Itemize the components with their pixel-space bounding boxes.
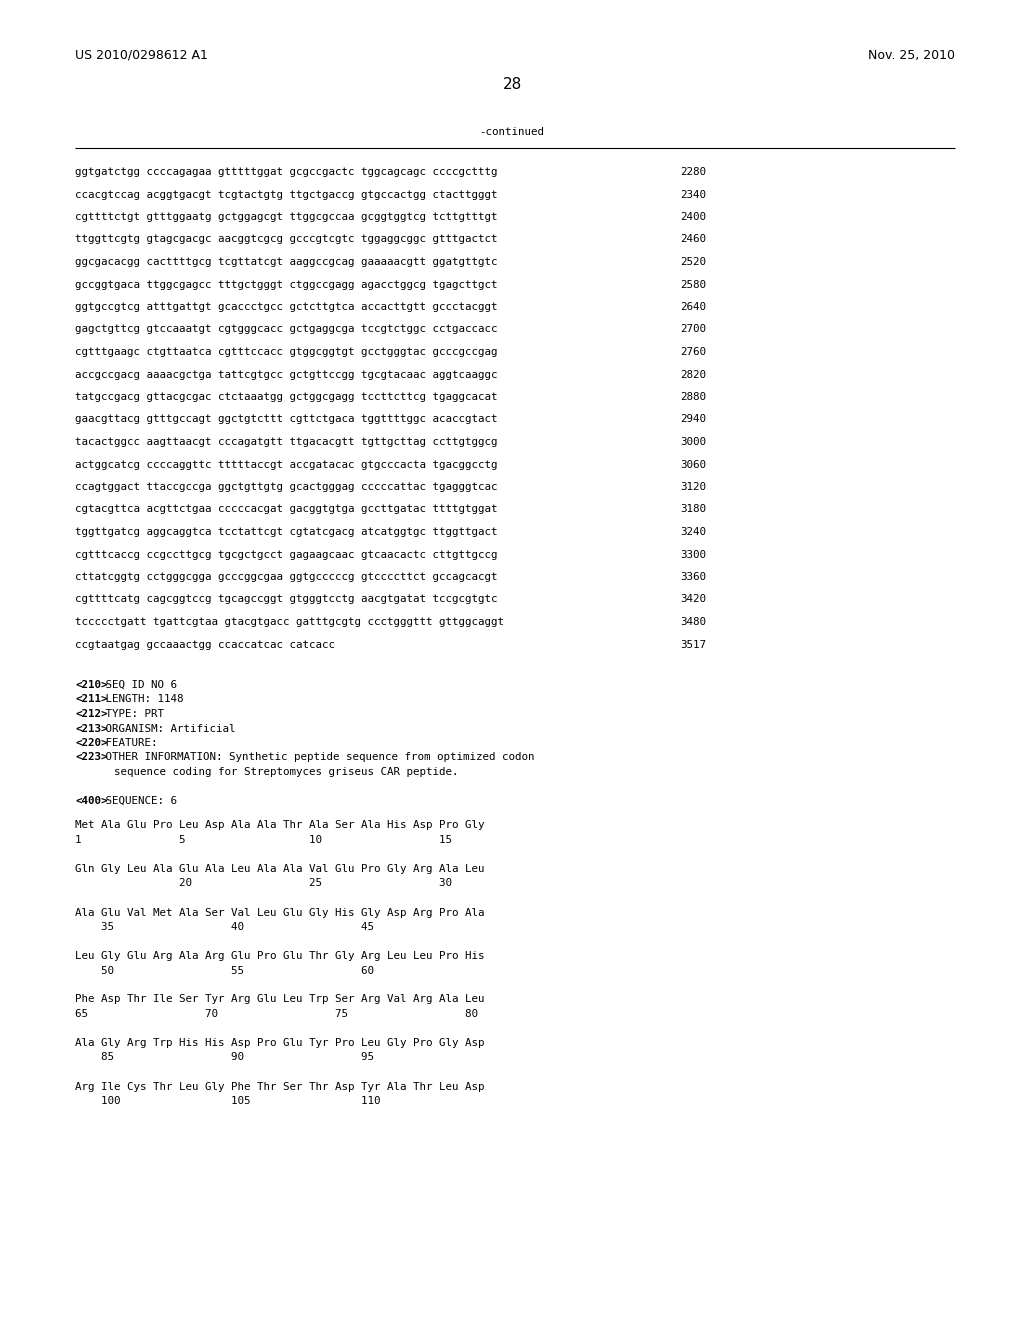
- Text: 2700: 2700: [680, 325, 706, 334]
- Text: OTHER INFORMATION: Synthetic peptide sequence from optimized codon: OTHER INFORMATION: Synthetic peptide seq…: [98, 752, 535, 763]
- Text: Ala Gly Arg Trp His His Asp Pro Glu Tyr Pro Leu Gly Pro Gly Asp: Ala Gly Arg Trp His His Asp Pro Glu Tyr …: [75, 1038, 484, 1048]
- Text: cgttttcatg cagcggtccg tgcagccggt gtgggtcctg aacgtgatat tccgcgtgtc: cgttttcatg cagcggtccg tgcagccggt gtgggtc…: [75, 594, 498, 605]
- Text: <400>: <400>: [75, 796, 108, 807]
- Text: 2940: 2940: [680, 414, 706, 425]
- Text: 65                  70                  75                  80: 65 70 75 80: [75, 1008, 478, 1019]
- Text: cgtacgttca acgttctgaa cccccacgat gacggtgtga gccttgatac ttttgtggat: cgtacgttca acgttctgaa cccccacgat gacggtg…: [75, 504, 498, 515]
- Text: Ala Glu Val Met Ala Ser Val Leu Glu Gly His Gly Asp Arg Pro Ala: Ala Glu Val Met Ala Ser Val Leu Glu Gly …: [75, 908, 484, 917]
- Text: 1               5                   10                  15: 1 5 10 15: [75, 836, 452, 845]
- Text: 3420: 3420: [680, 594, 706, 605]
- Text: SEQ ID NO 6: SEQ ID NO 6: [98, 680, 176, 690]
- Text: <212>: <212>: [75, 709, 108, 719]
- Text: US 2010/0298612 A1: US 2010/0298612 A1: [75, 49, 208, 62]
- Text: cgtttcaccg ccgccttgcg tgcgctgcct gagaagcaac gtcaacactc cttgttgccg: cgtttcaccg ccgccttgcg tgcgctgcct gagaagc…: [75, 549, 498, 560]
- Text: 3000: 3000: [680, 437, 706, 447]
- Text: <210>: <210>: [75, 680, 108, 690]
- Text: 2820: 2820: [680, 370, 706, 380]
- Text: gaacgttacg gtttgccagt ggctgtcttt cgttctgaca tggttttggc acaccgtact: gaacgttacg gtttgccagt ggctgtcttt cgttctg…: [75, 414, 498, 425]
- Text: gagctgttcg gtccaaatgt cgtgggcacc gctgaggcga tccgtctggc cctgaccacc: gagctgttcg gtccaaatgt cgtgggcacc gctgagg…: [75, 325, 498, 334]
- Text: SEQUENCE: 6: SEQUENCE: 6: [98, 796, 176, 807]
- Text: <213>: <213>: [75, 723, 108, 734]
- Text: Met Ala Glu Pro Leu Asp Ala Ala Thr Ala Ser Ala His Asp Pro Gly: Met Ala Glu Pro Leu Asp Ala Ala Thr Ala …: [75, 821, 484, 830]
- Text: ttggttcgtg gtagcgacgc aacggtcgcg gcccgtcgtc tggaggcggc gtttgactct: ttggttcgtg gtagcgacgc aacggtcgcg gcccgtc…: [75, 235, 498, 244]
- Text: 2760: 2760: [680, 347, 706, 356]
- Text: 2340: 2340: [680, 190, 706, 199]
- Text: cttatcggtg cctgggcgga gcccggcgaa ggtgcccccg gtccccttct gccagcacgt: cttatcggtg cctgggcgga gcccggcgaa ggtgccc…: [75, 572, 498, 582]
- Text: cgtttgaagc ctgttaatca cgtttccacc gtggcggtgt gcctgggtac gcccgccgag: cgtttgaagc ctgttaatca cgtttccacc gtggcgg…: [75, 347, 498, 356]
- Text: ggtgatctgg ccccagagaa gtttttggat gcgccgactc tggcagcagc ccccgctttg: ggtgatctgg ccccagagaa gtttttggat gcgccga…: [75, 168, 498, 177]
- Text: LENGTH: 1148: LENGTH: 1148: [98, 694, 183, 705]
- Text: ccacgtccag acggtgacgt tcgtactgtg ttgctgaccg gtgccactgg ctacttgggt: ccacgtccag acggtgacgt tcgtactgtg ttgctga…: [75, 190, 498, 199]
- Text: 2880: 2880: [680, 392, 706, 403]
- Text: sequence coding for Streptomyces griseus CAR peptide.: sequence coding for Streptomyces griseus…: [75, 767, 459, 777]
- Text: -continued: -continued: [479, 127, 545, 137]
- Text: 2280: 2280: [680, 168, 706, 177]
- Text: 20                  25                  30: 20 25 30: [75, 879, 452, 888]
- Text: 2580: 2580: [680, 280, 706, 289]
- Text: tccccctgatt tgattcgtaa gtacgtgacc gatttgcgtg ccctgggttt gttggcaggt: tccccctgatt tgattcgtaa gtacgtgacc gatttg…: [75, 616, 504, 627]
- Text: TYPE: PRT: TYPE: PRT: [98, 709, 164, 719]
- Text: <223>: <223>: [75, 752, 108, 763]
- Text: ggtgccgtcg atttgattgt gcaccctgcc gctcttgtca accacttgtt gccctacggt: ggtgccgtcg atttgattgt gcaccctgcc gctcttg…: [75, 302, 498, 312]
- Text: 3120: 3120: [680, 482, 706, 492]
- Text: gccggtgaca ttggcgagcc tttgctgggt ctggccgagg agacctggcg tgagcttgct: gccggtgaca ttggcgagcc tttgctgggt ctggccg…: [75, 280, 498, 289]
- Text: Phe Asp Thr Ile Ser Tyr Arg Glu Leu Trp Ser Arg Val Arg Ala Leu: Phe Asp Thr Ile Ser Tyr Arg Glu Leu Trp …: [75, 994, 484, 1005]
- Text: cgttttctgt gtttggaatg gctggagcgt ttggcgccaa gcggtggtcg tcttgtttgt: cgttttctgt gtttggaatg gctggagcgt ttggcgc…: [75, 213, 498, 222]
- Text: 3300: 3300: [680, 549, 706, 560]
- Text: 3360: 3360: [680, 572, 706, 582]
- Text: 28: 28: [503, 77, 521, 92]
- Text: accgccgacg aaaacgctga tattcgtgcc gctgttccgg tgcgtacaac aggtcaaggc: accgccgacg aaaacgctga tattcgtgcc gctgttc…: [75, 370, 498, 380]
- Text: 3180: 3180: [680, 504, 706, 515]
- Text: ORGANISM: Artificial: ORGANISM: Artificial: [98, 723, 236, 734]
- Text: 50                  55                  60: 50 55 60: [75, 965, 374, 975]
- Text: tacactggcc aagttaacgt cccagatgtt ttgacacgtt tgttgcttag ccttgtggcg: tacactggcc aagttaacgt cccagatgtt ttgacac…: [75, 437, 498, 447]
- Text: 100                 105                 110: 100 105 110: [75, 1096, 381, 1106]
- Text: 3517: 3517: [680, 639, 706, 649]
- Text: Gln Gly Leu Ala Glu Ala Leu Ala Ala Val Glu Pro Gly Arg Ala Leu: Gln Gly Leu Ala Glu Ala Leu Ala Ala Val …: [75, 865, 484, 874]
- Text: FEATURE:: FEATURE:: [98, 738, 157, 748]
- Text: tatgccgacg gttacgcgac ctctaaatgg gctggcgagg tccttcttcg tgaggcacat: tatgccgacg gttacgcgac ctctaaatgg gctggcg…: [75, 392, 498, 403]
- Text: <211>: <211>: [75, 694, 108, 705]
- Text: 3240: 3240: [680, 527, 706, 537]
- Text: 2460: 2460: [680, 235, 706, 244]
- Text: 3480: 3480: [680, 616, 706, 627]
- Text: Leu Gly Glu Arg Ala Arg Glu Pro Glu Thr Gly Arg Leu Leu Pro His: Leu Gly Glu Arg Ala Arg Glu Pro Glu Thr …: [75, 950, 484, 961]
- Text: <220>: <220>: [75, 738, 108, 748]
- Text: 2640: 2640: [680, 302, 706, 312]
- Text: 2520: 2520: [680, 257, 706, 267]
- Text: 35                  40                  45: 35 40 45: [75, 921, 374, 932]
- Text: actggcatcg ccccaggttc tttttaccgt accgatacac gtgcccacta tgacggcctg: actggcatcg ccccaggttc tttttaccgt accgata…: [75, 459, 498, 470]
- Text: Arg Ile Cys Thr Leu Gly Phe Thr Ser Thr Asp Tyr Ala Thr Leu Asp: Arg Ile Cys Thr Leu Gly Phe Thr Ser Thr …: [75, 1081, 484, 1092]
- Text: Nov. 25, 2010: Nov. 25, 2010: [868, 49, 955, 62]
- Text: 2400: 2400: [680, 213, 706, 222]
- Text: ccgtaatgag gccaaactgg ccaccatcac catcacc: ccgtaatgag gccaaactgg ccaccatcac catcacc: [75, 639, 335, 649]
- Text: tggttgatcg aggcaggtca tcctattcgt cgtatcgacg atcatggtgc ttggttgact: tggttgatcg aggcaggtca tcctattcgt cgtatcg…: [75, 527, 498, 537]
- Text: ggcgacacgg cacttttgcg tcgttatcgt aaggccgcag gaaaaacgtt ggatgttgtc: ggcgacacgg cacttttgcg tcgttatcgt aaggccg…: [75, 257, 498, 267]
- Text: 3060: 3060: [680, 459, 706, 470]
- Text: ccagtggact ttaccgccga ggctgttgtg gcactgggag cccccattac tgagggtcac: ccagtggact ttaccgccga ggctgttgtg gcactgg…: [75, 482, 498, 492]
- Text: 85                  90                  95: 85 90 95: [75, 1052, 374, 1063]
